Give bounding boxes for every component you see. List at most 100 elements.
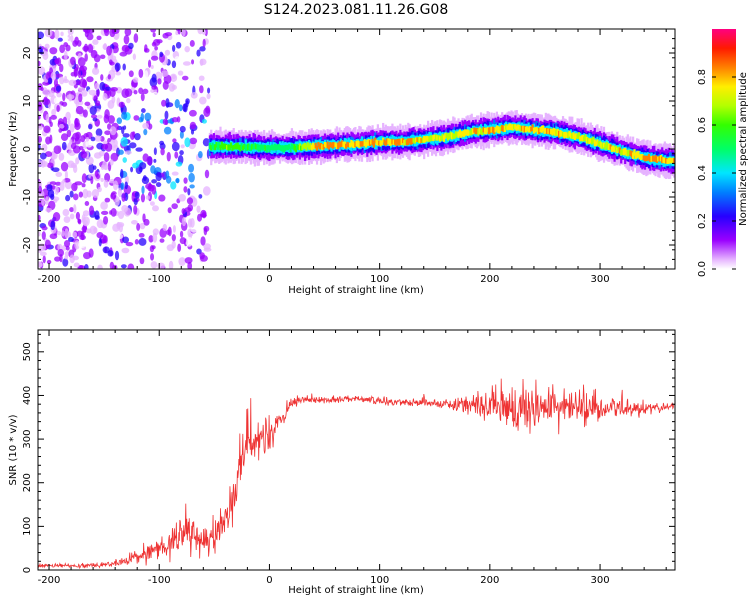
heatmap-ridge-cell [601, 143, 604, 149]
heatmap-noise-cell [206, 93, 211, 100]
heatmap-ridge-cell [298, 143, 301, 151]
heatmap-ridge-cell [475, 127, 479, 134]
heatmap-noise-cell [84, 201, 90, 206]
heatmap-ridge-cell [594, 141, 598, 147]
heatmap-ridge-cell [478, 127, 481, 134]
heatmap-ridge-cell [444, 133, 447, 139]
heatmap-ridge-cell [284, 144, 287, 151]
heatmap-noise-cell [54, 185, 59, 196]
heatmap-noise-cell [70, 72, 76, 77]
heatmap-ridge-cell [666, 159, 669, 164]
heatmap-noise-cell [62, 36, 69, 41]
heatmap-ridge-cell [588, 138, 591, 145]
heatmap-noise-cell [110, 86, 118, 92]
heatmap-noise-cell [100, 210, 109, 216]
heatmap-noise-cell [84, 264, 89, 269]
heatmap-noise-cell [199, 58, 204, 67]
heatmap-ridge-cell [519, 125, 522, 132]
heatmap-ridge-cell [433, 134, 436, 140]
heatmap-noise-cell [133, 33, 139, 43]
heatmap-noise-cell [166, 151, 171, 162]
heatmap-noise-cell [65, 194, 71, 202]
heatmap-noise-cell [51, 167, 60, 173]
heatmap-noise-cell [97, 264, 103, 269]
heatmap-noise-cell [82, 210, 90, 217]
heatmap-ridge-cell [212, 144, 215, 150]
heatmap-ridge-cell [428, 136, 431, 142]
heatmap-ridge-cell [466, 129, 469, 136]
snr-plot-area [38, 330, 675, 570]
heatmap-noise-cell [199, 254, 208, 262]
heatmap-ridge-cell [395, 139, 398, 146]
heatmap-noise-cell [60, 161, 69, 172]
heatmap-noise-cell [202, 186, 211, 196]
heatmap-ridge-cell [229, 142, 233, 148]
heatmap-ridge-cell [495, 125, 499, 131]
heatmap-ridge-cell [510, 124, 513, 131]
heatmap-noise-cell [181, 29, 186, 37]
heatmap-ridge-cell [661, 156, 664, 164]
heatmap-noise-cell [110, 208, 117, 217]
heatmap-noise-cell [90, 50, 98, 59]
heatmap-noise-cell [85, 156, 94, 166]
heatmap-ridge-cell [658, 155, 661, 162]
heatmap-ridge-cell [249, 145, 253, 151]
heatmap-noise-cell [132, 77, 139, 83]
heatmap-noise-cell [152, 38, 161, 47]
heatmap-ridge-cell [516, 124, 520, 130]
heatmap-ridge-cell [251, 143, 254, 150]
heatmap-noise-cell [202, 38, 206, 48]
heatmap-noise-cell [132, 162, 139, 169]
y-tick-label: 500 [22, 342, 33, 361]
heatmap-noise-cell [139, 257, 145, 265]
heatmap-ridge-cell [333, 142, 336, 148]
heatmap-noise-cell [153, 147, 157, 156]
heatmap-ridge-cell [452, 133, 455, 139]
heatmap-ridge-cell [292, 143, 295, 150]
heatmap-noise-cell [175, 41, 182, 49]
heatmap-ridge-cell [214, 144, 217, 151]
snr-y-axis-label: SNR (10 * v/v) [8, 414, 19, 485]
heatmap-ridge-cell [375, 139, 378, 146]
heatmap-ridge-cell [393, 139, 397, 145]
heatmap-ridge-cell [390, 139, 393, 146]
heatmap-ridge-cell [403, 140, 406, 146]
heatmap-noise-cell [90, 114, 98, 119]
heatmap-noise-cell [59, 123, 65, 129]
heatmap-ridge-cell [368, 140, 372, 146]
colorbar-tick-label: 0.0 [697, 261, 708, 277]
heatmap-ridge-cell [575, 133, 578, 139]
heatmap-noise-cell [103, 42, 107, 51]
y-tick-label: 300 [22, 430, 33, 449]
heatmap-noise-cell [47, 162, 54, 169]
heatmap-ridge-cell [301, 144, 304, 151]
heatmap-noise-cell [114, 62, 121, 72]
heatmap-ridge-cell [218, 141, 221, 148]
heatmap-ridge-cell [343, 141, 346, 149]
heatmap-noise-cell [178, 104, 183, 112]
heatmap-noise-cell [124, 88, 133, 97]
heatmap-ridge-cell [605, 141, 608, 149]
heatmap-noise-cell [53, 198, 58, 203]
heatmap-ridge-cell [318, 143, 321, 150]
heatmap-ridge-cell [446, 133, 450, 141]
heatmap-noise-cell [45, 136, 51, 145]
heatmap-noise-cell [95, 173, 100, 180]
heatmap-noise-cell [110, 138, 118, 149]
heatmap-noise-cell [162, 223, 168, 232]
heatmap-noise-cell [93, 95, 98, 101]
heatmap-noise-cell [160, 147, 165, 156]
heatmap-ridge-cell [346, 141, 349, 148]
heatmap-noise-cell [87, 44, 94, 53]
heatmap-ridge-cell [610, 146, 614, 152]
heatmap-noise-cell [198, 194, 203, 199]
heatmap-noise-cell [67, 29, 74, 36]
heatmap-ridge-cell [547, 128, 550, 134]
heatmap-noise-cell [179, 237, 187, 245]
heatmap-ridge-cell [304, 142, 307, 150]
heatmap-ridge-cell [486, 127, 489, 133]
heatmap-ridge-cell [641, 154, 644, 160]
heatmap-noise-cell [43, 125, 51, 133]
heatmap-noise-cell [59, 76, 65, 85]
heatmap-ridge-cell [657, 156, 660, 162]
